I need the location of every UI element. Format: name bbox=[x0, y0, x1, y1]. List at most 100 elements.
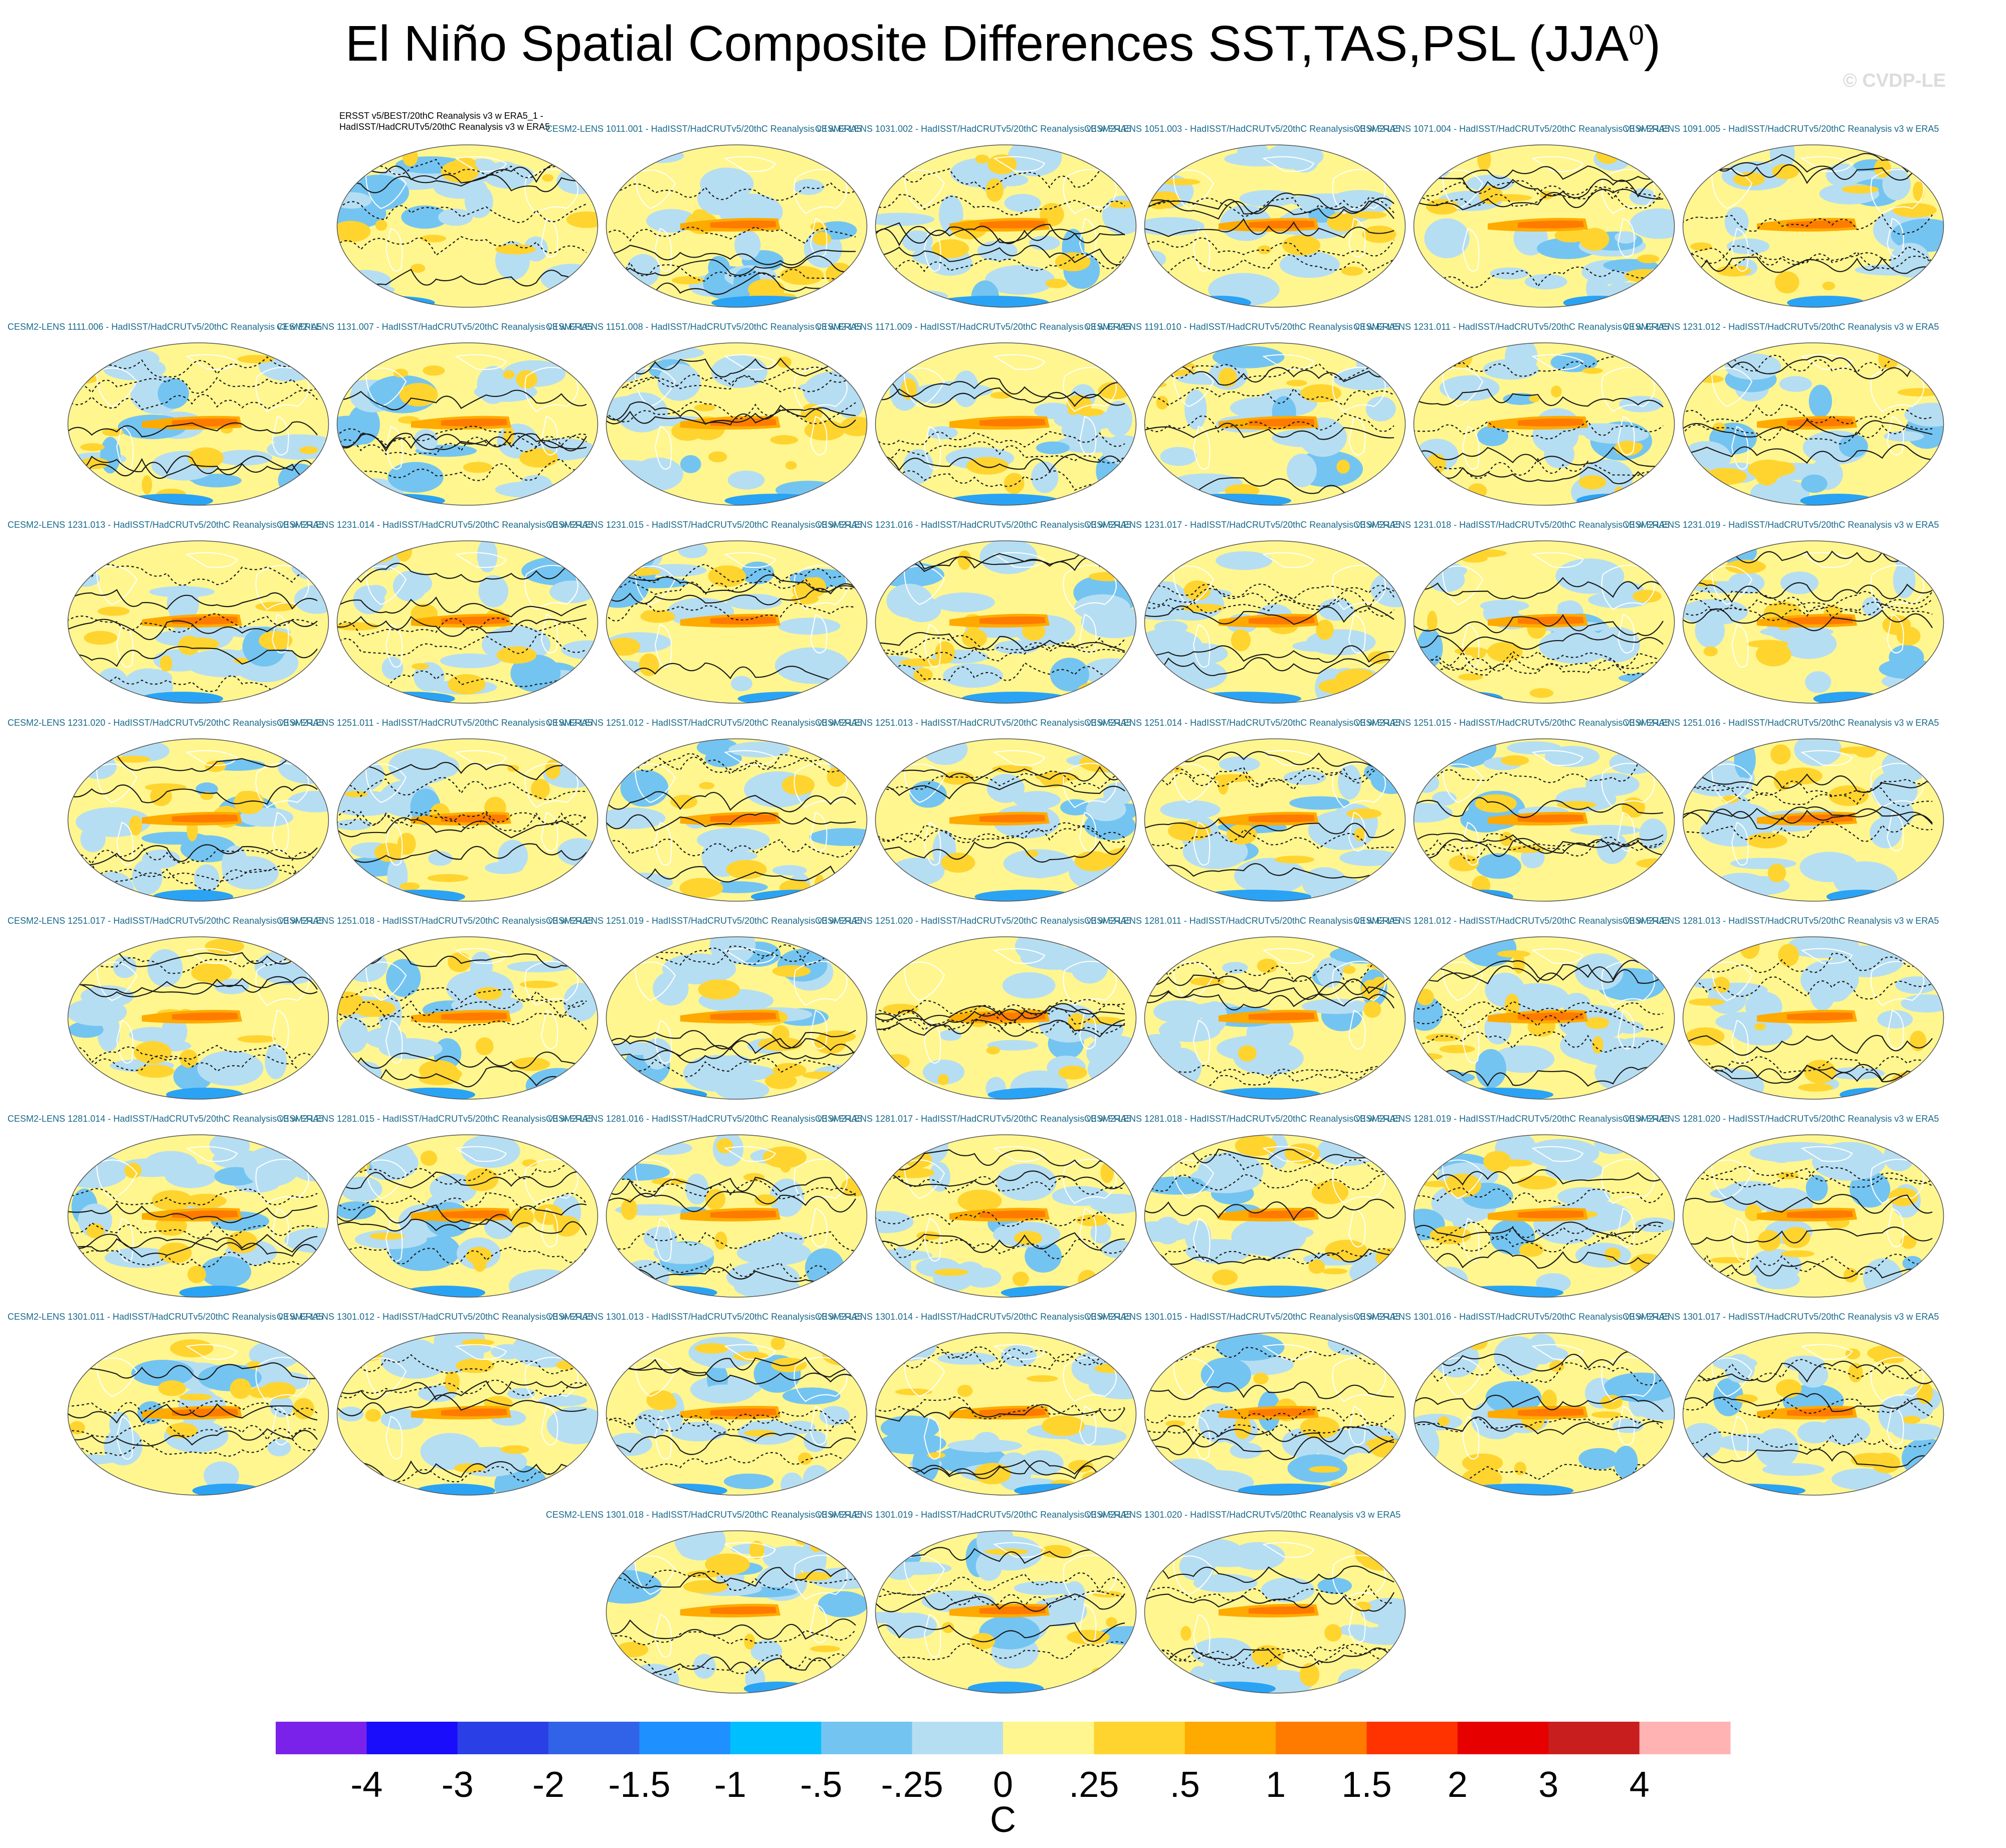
global-map bbox=[875, 342, 1137, 506]
map-panel bbox=[605, 1133, 868, 1301]
map-panel bbox=[336, 143, 599, 311]
map-panel bbox=[336, 935, 599, 1103]
colorbar-swatch bbox=[1094, 1722, 1185, 1754]
colorbar-tick-label: 1 bbox=[1266, 1765, 1286, 1805]
global-map bbox=[67, 342, 329, 506]
global-map bbox=[1682, 540, 1944, 704]
panel-title: CESM2-LENS 1301.014 - HadISST/HadCRUTv5/… bbox=[815, 1312, 1132, 1322]
colorbar-swatch bbox=[457, 1722, 549, 1754]
colorbar-swatch bbox=[912, 1722, 1004, 1754]
panel-title: CESM2-LENS 1251.015 - HadISST/HadCRUTv5/… bbox=[1353, 718, 1670, 728]
panel-title: CESM2-LENS 1281.013 - HadISST/HadCRUTv5/… bbox=[1623, 916, 1939, 926]
colorbar-tick-label: -4 bbox=[350, 1765, 383, 1805]
map-panel bbox=[336, 539, 599, 707]
global-map bbox=[1144, 936, 1406, 1100]
map-panel bbox=[1682, 1331, 1945, 1499]
panel-title: CESM2-LENS 1301.013 - HadISST/HadCRUTv5/… bbox=[546, 1312, 863, 1322]
panel-title: CESM2-LENS 1301.019 - HadISST/HadCRUTv5/… bbox=[815, 1510, 1132, 1520]
panel-title-line: HadISST/HadCRUTv5/20thC Reanalysis v3 w … bbox=[339, 122, 550, 132]
map-panel bbox=[874, 1133, 1137, 1301]
global-map bbox=[1682, 342, 1944, 506]
panel-title: CESM2-LENS 1301.011 - HadISST/HadCRUTv5/… bbox=[8, 1312, 323, 1322]
panel-title: CESM2-LENS 1231.012 - HadISST/HadCRUTv5/… bbox=[1623, 322, 1939, 332]
global-map bbox=[606, 144, 868, 308]
panel-title: CESM2-LENS 1301.020 - HadISST/HadCRUTv5/… bbox=[1084, 1510, 1401, 1520]
global-map bbox=[336, 1332, 598, 1496]
colorbar-swatch bbox=[1184, 1722, 1276, 1754]
map-panel bbox=[605, 341, 868, 509]
colorbar-swatch bbox=[1003, 1722, 1094, 1754]
map-panel bbox=[1682, 341, 1945, 509]
map-panel bbox=[605, 737, 868, 905]
colorbar-tick-label: -3 bbox=[441, 1765, 474, 1805]
map-panel bbox=[1682, 737, 1945, 905]
panel-title: CESM2-LENS 1091.005 - HadISST/HadCRUTv5/… bbox=[1623, 124, 1939, 134]
panel-title: CESM2-LENS 1251.019 - HadISST/HadCRUTv5/… bbox=[546, 916, 863, 926]
panel-title: CESM2-LENS 1281.011 - HadISST/HadCRUTv5/… bbox=[1084, 916, 1400, 926]
panel-title: CESM2-LENS 1251.012 - HadISST/HadCRUTv5/… bbox=[546, 718, 863, 728]
map-panel bbox=[67, 1133, 330, 1301]
global-map bbox=[875, 1134, 1137, 1298]
map-panel bbox=[1143, 1133, 1407, 1301]
panel-title: CESM2-LENS 1231.017 - HadISST/HadCRUTv5/… bbox=[1084, 520, 1401, 530]
map-panel bbox=[336, 737, 599, 905]
global-map bbox=[1682, 1332, 1944, 1496]
panel-title: CESM2-LENS 1251.018 - HadISST/HadCRUTv5/… bbox=[277, 916, 593, 926]
map-panel bbox=[336, 1331, 599, 1499]
map-panel bbox=[1143, 935, 1407, 1103]
colorbar-tick-label: -.25 bbox=[881, 1765, 943, 1805]
map-panel bbox=[1413, 737, 1676, 905]
global-map bbox=[336, 936, 598, 1100]
panel-title: CESM2-LENS 1251.014 - HadISST/HadCRUTv5/… bbox=[1084, 718, 1401, 728]
panel-title: CESM2-LENS 1151.008 - HadISST/HadCRUTv5/… bbox=[546, 322, 862, 332]
global-map bbox=[336, 342, 598, 506]
global-map bbox=[1144, 738, 1406, 902]
global-map bbox=[1144, 1530, 1406, 1694]
map-panel bbox=[1413, 539, 1676, 707]
colorbar-tick-label: .25 bbox=[1069, 1765, 1119, 1805]
panel-title: CESM2-LENS 1281.020 - HadISST/HadCRUTv5/… bbox=[1623, 1114, 1939, 1124]
map-panel bbox=[336, 341, 599, 509]
global-map bbox=[1682, 144, 1944, 308]
global-map bbox=[875, 540, 1137, 704]
map-panel bbox=[67, 539, 330, 707]
colorbar-tick-label: 3 bbox=[1538, 1765, 1559, 1805]
colorbar-swatch bbox=[1639, 1722, 1731, 1754]
panel-title: CESM2-LENS 1251.017 - HadISST/HadCRUTv5/… bbox=[8, 916, 324, 926]
panel-title: CESM2-LENS 1231.019 - HadISST/HadCRUTv5/… bbox=[1623, 520, 1939, 530]
map-panel bbox=[874, 539, 1137, 707]
global-map bbox=[606, 1134, 868, 1298]
global-map bbox=[875, 1332, 1137, 1496]
map-panel bbox=[67, 935, 330, 1103]
map-panel bbox=[1682, 539, 1945, 707]
panel-title: CESM2-LENS 1111.006 - HadISST/HadCRUTv5/… bbox=[8, 322, 322, 332]
map-panel bbox=[605, 1529, 868, 1697]
colorbar-tick-label: -1.5 bbox=[608, 1765, 671, 1805]
map-panel bbox=[1143, 539, 1407, 707]
global-map bbox=[67, 738, 329, 902]
global-map bbox=[875, 144, 1137, 308]
global-map bbox=[67, 540, 329, 704]
global-map bbox=[1413, 342, 1675, 506]
panel-title: CESM2-LENS 1171.009 - HadISST/HadCRUTv5/… bbox=[815, 322, 1131, 332]
colorbar-tick-label: -1 bbox=[714, 1765, 746, 1805]
colorbar-swatch bbox=[730, 1722, 822, 1754]
panel-title: CESM2-LENS 1281.014 - HadISST/HadCRUTv5/… bbox=[8, 1114, 324, 1124]
map-panel bbox=[67, 737, 330, 905]
map-panel bbox=[67, 1331, 330, 1499]
panel-title: CESM2-LENS 1251.013 - HadISST/HadCRUTv5/… bbox=[815, 718, 1132, 728]
panel-title: CESM2-LENS 1301.017 - HadISST/HadCRUTv5/… bbox=[1623, 1312, 1939, 1322]
map-panel bbox=[1413, 143, 1676, 311]
global-map bbox=[606, 1530, 868, 1694]
map-panel bbox=[1413, 1331, 1676, 1499]
panel-title: CESM2-LENS 1191.010 - HadISST/HadCRUTv5/… bbox=[1084, 322, 1400, 332]
colorbar-swatch bbox=[821, 1722, 913, 1754]
map-panel bbox=[1143, 1331, 1407, 1499]
panel-title: CESM2-LENS 1281.012 - HadISST/HadCRUTv5/… bbox=[1353, 916, 1670, 926]
global-map bbox=[336, 1134, 598, 1298]
global-map bbox=[1682, 738, 1944, 902]
global-map bbox=[1413, 936, 1675, 1100]
colorbar-swatch bbox=[1276, 1722, 1367, 1754]
global-map bbox=[1682, 1134, 1944, 1298]
map-panel bbox=[1143, 143, 1407, 311]
